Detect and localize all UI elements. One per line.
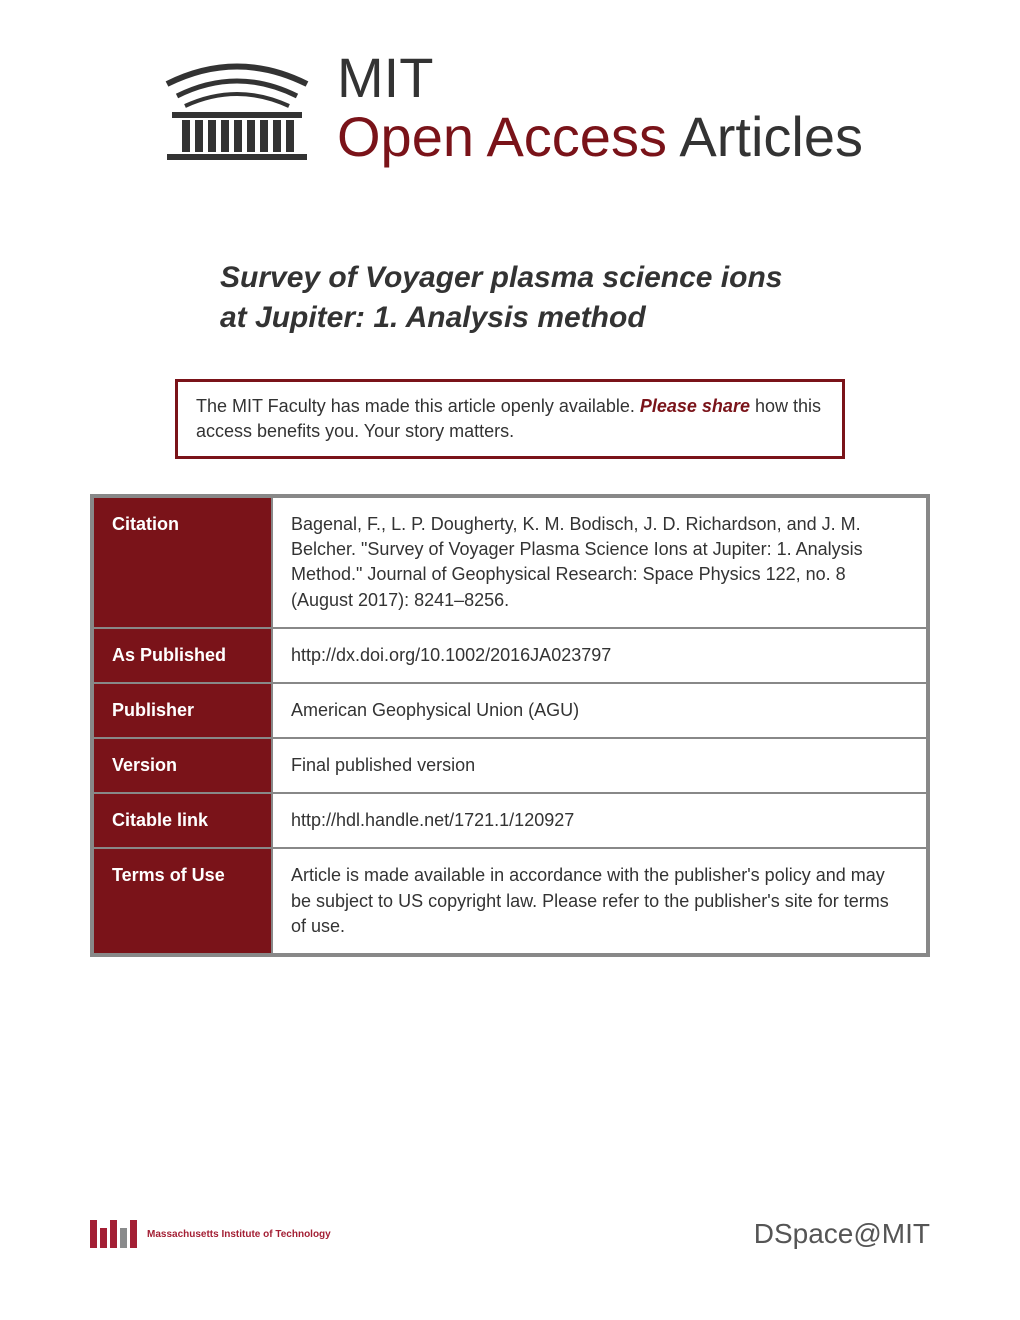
share-text-before: The MIT Faculty has made this article op… <box>196 396 640 416</box>
table-row: Publisher American Geophysical Union (AG… <box>92 683 928 738</box>
table-row: Citation Bagenal, F., L. P. Dougherty, K… <box>92 496 928 628</box>
citable-link-label: Citable link <box>92 793 272 848</box>
table-row: As Published http://dx.doi.org/10.1002/2… <box>92 628 928 683</box>
terms-value: Article is made available in accordance … <box>272 848 928 955</box>
mit-bars-icon <box>90 1220 137 1248</box>
citation-label: Citation <box>92 496 272 628</box>
footer-institution: Massachusetts Institute of Technology <box>147 1229 331 1240</box>
version-value: Final published version <box>272 738 928 793</box>
logo-text: MIT Open Access Articles <box>337 50 863 168</box>
version-label: Version <box>92 738 272 793</box>
article-title: Survey of Voyager plasma science ions at… <box>220 258 800 339</box>
logo-articles: Articles <box>667 105 863 168</box>
share-box: The MIT Faculty has made this article op… <box>175 379 845 459</box>
dspace-label: DSpace@MIT <box>754 1218 930 1250</box>
as-published-value[interactable]: http://dx.doi.org/10.1002/2016JA023797 <box>272 628 928 683</box>
table-row: Terms of Use Article is made available i… <box>92 848 928 955</box>
citation-value: Bagenal, F., L. P. Dougherty, K. M. Bodi… <box>272 496 928 628</box>
please-share-link[interactable]: Please share <box>640 396 750 416</box>
header-logo-block: MIT Open Access Articles <box>0 0 1020 198</box>
footer: Massachusetts Institute of Technology DS… <box>0 1218 1020 1250</box>
logo-line2: Open Access Articles <box>337 106 863 168</box>
table-row: Version Final published version <box>92 738 928 793</box>
citable-link-value[interactable]: http://hdl.handle.net/1721.1/120927 <box>272 793 928 848</box>
publisher-value: American Geophysical Union (AGU) <box>272 683 928 738</box>
footer-left: Massachusetts Institute of Technology <box>90 1220 331 1248</box>
publisher-label: Publisher <box>92 683 272 738</box>
logo-open-access: Open Access <box>337 105 667 168</box>
logo-mit-label: MIT <box>337 50 863 106</box>
terms-label: Terms of Use <box>92 848 272 955</box>
building-icon <box>157 54 317 164</box>
metadata-table: Citation Bagenal, F., L. P. Dougherty, K… <box>90 494 930 957</box>
table-row: Citable link http://hdl.handle.net/1721.… <box>92 793 928 848</box>
as-published-label: As Published <box>92 628 272 683</box>
